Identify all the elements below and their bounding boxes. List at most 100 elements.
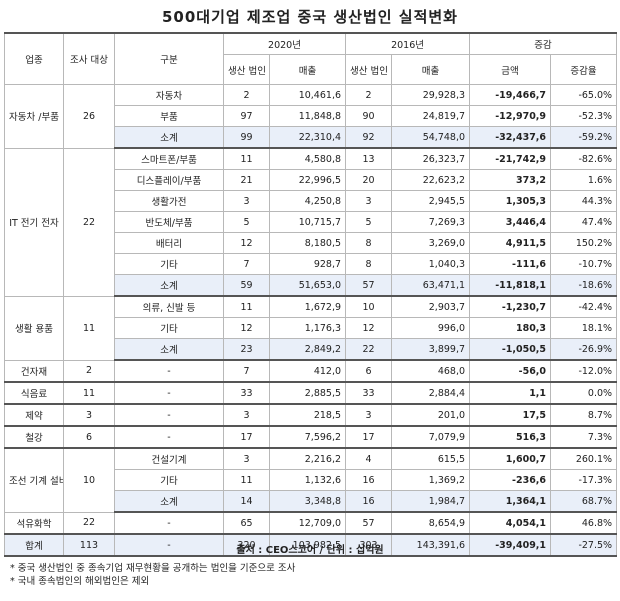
sales-2016-cell: 1,369,2 [391,469,471,491]
sales-2016-cell: 22,623,2 [391,169,471,191]
header-industry: 업종 [4,32,64,85]
corp-2016-cell: 12 [345,317,393,339]
category-cell: 소계 [114,126,224,149]
corp-2016-cell: 17 [345,425,393,449]
count-cell: 11 [63,295,115,361]
rate-cell: 8.7% [550,403,618,427]
sales-2016-cell: 2,884,4 [391,381,471,405]
count-cell: 113 [63,533,115,557]
source-line: 출처 : CEO스코어 / 단위 : 십억원 [236,545,384,556]
category-cell: 소계 [114,274,224,297]
amount-cell: 1,600,7 [469,447,552,470]
sales-2020-cell: 928,7 [268,253,347,275]
amount-cell: -11,818,1 [469,274,552,297]
sales-2016-cell: 996,0 [391,317,471,339]
category-cell: 기타 [114,253,224,275]
amount-cell: -39,409,1 [469,533,552,557]
category-cell: 반도체/부품 [114,211,224,233]
count-cell: 3 [63,403,115,427]
industry-cell: 철강 [4,425,64,449]
industry-cell: IT 전기 전자 [4,147,64,297]
header-corp-2016: 생산 법인 [345,54,393,85]
sales-2020-cell: 412,0 [268,359,347,383]
corp-2016-cell: 2 [345,84,393,106]
corp-2016-cell: 13 [345,147,393,170]
rate-cell: 68.7% [550,490,618,513]
sales-2016-cell: 615,5 [391,447,471,470]
corp-2020-cell: 11 [223,147,270,170]
sales-2016-cell: 7,269,3 [391,211,471,233]
sales-2020-cell: 2,885,5 [268,381,347,405]
amount-cell: -12,970,9 [469,105,552,127]
category-cell: - [114,381,224,405]
amount-cell: -21,742,9 [469,147,552,170]
amount-cell: 1,364,1 [469,490,552,513]
count-cell: 10 [63,447,115,513]
subtotal-row: 소계 23 2,849,2 22 3,899,7 -1,050,5 -26.9% [5,338,618,361]
sales-2016-cell: 143,391,6 [391,533,471,557]
rate-cell: -26.9% [550,338,618,361]
category-cell: 건설기계 [114,447,224,470]
table-row: 배터리 12 8,180,5 8 3,269,0 4,911,5 150.2% [5,232,618,254]
sales-2016-cell: 24,819,7 [391,105,471,127]
amount-cell: 1,305,3 [469,190,552,212]
table-row: 조선 기계 설비 10 건설기계 3 2,216,2 4 615,5 1,600… [4,447,618,513]
corp-2020-cell: 7 [223,253,270,275]
sales-2016-cell: 29,928,3 [391,84,471,106]
header-2020: 2020년 [222,32,347,55]
table-row: 기타 11 1,132,6 16 1,369,2 -236,6 -17.3% [5,469,618,491]
corp-2020-cell: 59 [223,274,270,297]
amount-cell: 3,446,4 [469,211,552,233]
amount-cell: -1,050,5 [469,338,552,361]
sales-2020-cell: 2,849,2 [268,338,347,361]
rate-cell: 46.8% [550,511,618,535]
rate-cell: -59.2% [550,126,618,149]
footnote: * 국내 종속법인의 해외법인은 제외 [10,576,150,587]
corp-2016-cell: 3 [345,190,393,212]
rate-cell: -65.0% [550,84,618,106]
header-amount: 금액 [469,54,552,85]
corp-2020-cell: 320 [223,533,270,557]
sales-2020-cell: 1,176,3 [268,317,347,339]
corp-2020-cell: 3 [223,403,270,427]
header-2016: 2016년 [345,32,471,55]
corp-2020-cell: 65 [223,511,270,535]
table-row: 석유화학 22 - 65 12,709,0 57 8,654,9 4,054,1… [4,511,618,535]
sales-2016-cell: 54,748,0 [391,126,471,149]
table-row: 부품 97 11,848,8 90 24,819,7 -12,970,9 -52… [5,105,618,127]
rate-cell: -27.5% [550,533,618,557]
header-category: 구분 [114,32,224,85]
industry-cell: 제약 [4,403,64,427]
corp-2020-cell: 14 [223,490,270,513]
corp-2016-cell: 57 [345,274,393,297]
category-cell: 자동차 [114,84,224,106]
rate-cell: -82.6% [550,147,618,170]
sales-2020-cell: 10,715,7 [268,211,347,233]
header-change: 증감 [469,32,618,55]
rate-cell: 18.1% [550,317,618,339]
sales-2016-cell: 1,040,3 [391,253,471,275]
category-cell: - [114,425,224,449]
rate-cell: 0.0% [550,381,618,405]
subtotal-row: 소계 59 51,653,0 57 63,471,1 -11,818,1 -18… [5,274,618,297]
header-sales-2020: 매출 [268,54,347,85]
sales-2020-cell: 7,596,2 [268,425,347,449]
category-cell: - [114,359,224,383]
rate-cell: -10.7% [550,253,618,275]
category-cell: 배터리 [114,232,224,254]
sales-2020-cell: 22,310,4 [268,126,347,149]
rate-cell: -17.3% [550,469,618,491]
sales-2020-cell: 51,653,0 [268,274,347,297]
amount-cell: -19,466,7 [469,84,552,106]
header-corp-2020: 생산 법인 [223,54,270,85]
corp-2020-cell: 3 [223,447,270,470]
category-cell: 의류, 신발 등 [114,295,224,318]
sales-2016-cell: 2,945,5 [391,190,471,212]
table-row: 디스플레이/부품 21 22,996,5 20 22,623,2 373,2 1… [5,169,618,191]
category-cell: 생활가전 [114,190,224,212]
sales-2016-cell: 8,654,9 [391,511,471,535]
corp-2020-cell: 5 [223,211,270,233]
industry-cell: 생활 용품 [4,295,64,361]
amount-cell: 17,5 [469,403,552,427]
category-cell: 스마트폰/부품 [114,147,224,170]
